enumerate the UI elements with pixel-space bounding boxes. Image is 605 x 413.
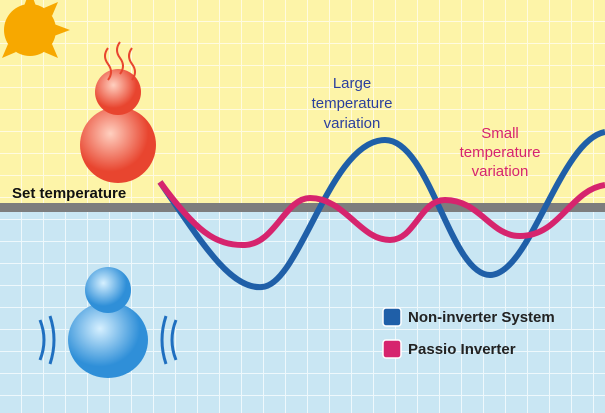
legend-swatch [383,308,401,326]
set-temperature-label: Set temperature [12,185,126,202]
diagram: Set temperature Large temperature variat… [0,0,605,413]
label-line: Small [481,125,519,142]
label-line: variation [324,115,381,132]
legend-swatch [383,340,401,358]
legend-label: Non-inverter System [408,309,555,326]
label-line: variation [472,163,529,180]
label-line: temperature [460,144,541,161]
page: Set temperature Large temperature variat… [0,0,605,413]
legend-label: Passio Inverter [408,341,516,358]
set-temperature-line [0,203,605,212]
label-line: temperature [312,95,393,112]
label-line: Large [333,75,371,92]
